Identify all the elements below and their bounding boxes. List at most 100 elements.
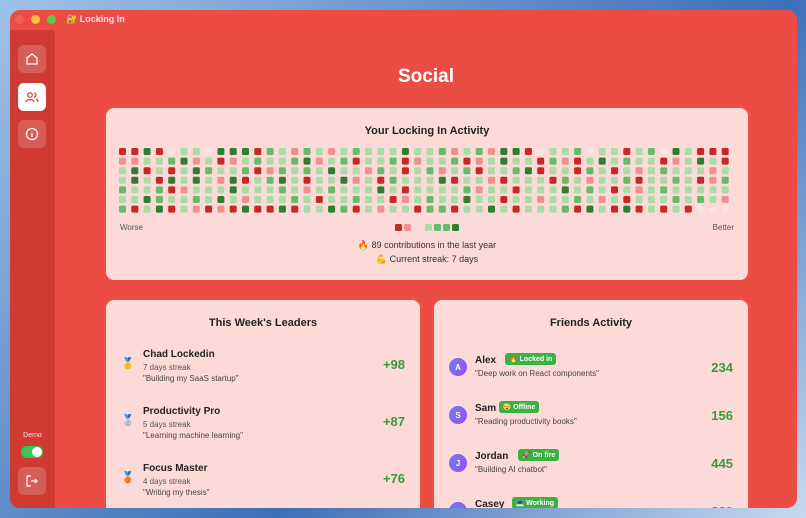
activity-cell [143, 157, 151, 165]
activity-cell [205, 176, 213, 184]
demo-toggle[interactable] [21, 446, 43, 458]
activity-cell [684, 196, 692, 203]
medal: 🥈 [121, 415, 135, 427]
activity-cell [155, 148, 163, 155]
activity-cell [598, 205, 606, 213]
activity-cell [192, 176, 200, 184]
leader-name: Productivity Pro [143, 406, 221, 417]
activity-cell [291, 148, 299, 155]
activity-cell [340, 196, 348, 203]
activity-cell [463, 148, 471, 155]
activity-cell [697, 148, 705, 155]
avatar: J [449, 454, 467, 472]
activity-cell [242, 157, 249, 165]
activity-cell [561, 205, 569, 213]
activity-cell [684, 176, 692, 184]
activity-cell [561, 176, 569, 184]
close-button[interactable] [15, 15, 24, 24]
logout-button[interactable] [18, 467, 46, 495]
activity-cell [488, 157, 495, 165]
activity-cell [524, 148, 532, 155]
activity-cell [623, 186, 631, 194]
legend-low: Worse [120, 223, 143, 232]
activity-cell [709, 176, 717, 184]
activity-cell [524, 205, 532, 213]
window-title: 🔐 Locking In [66, 14, 125, 24]
activity-cell [463, 196, 471, 203]
activity-cell [340, 176, 348, 184]
activity-cell [192, 205, 200, 213]
activity-cell [205, 148, 213, 155]
activity-cell [549, 148, 557, 155]
activity-cell [278, 148, 286, 155]
activity-cell [537, 196, 545, 203]
activity-cell [512, 157, 520, 165]
activity-cell [377, 205, 385, 213]
activity-cell [303, 186, 311, 194]
activity-cell [463, 176, 471, 184]
zoom-button[interactable] [47, 15, 56, 24]
activity-cell [672, 148, 680, 155]
activity-cell [143, 176, 151, 184]
activity-cell [414, 148, 422, 155]
activity-cell [451, 148, 459, 155]
activity-cell [598, 176, 606, 184]
activity-cell [143, 167, 151, 175]
activity-cell [635, 176, 643, 184]
friend-score: 156 [711, 408, 733, 423]
activity-cell [377, 167, 385, 175]
minimize-button[interactable] [31, 15, 40, 24]
activity-cell [131, 176, 139, 184]
friend-name: Jordan [475, 451, 509, 462]
activity-cell [475, 196, 483, 203]
activity-cell [549, 157, 557, 165]
legend-high: Better [712, 223, 734, 232]
activity-cell [475, 186, 483, 194]
activity-cell [143, 196, 151, 203]
social-button[interactable] [18, 83, 46, 111]
activity-cell [660, 186, 668, 194]
activity-cell [500, 176, 508, 184]
activity-cell [143, 205, 151, 213]
leader-streak: 5 days streak [143, 420, 191, 429]
activity-cell [352, 205, 360, 213]
activity-cell [684, 205, 692, 213]
activity-cell [438, 148, 446, 155]
home-button[interactable] [18, 45, 46, 73]
activity-cell [598, 196, 606, 203]
activity-cell [377, 157, 385, 165]
activity-cell [303, 148, 311, 155]
activity-cell [291, 205, 299, 213]
activity-cell [155, 157, 163, 165]
activity-cell [205, 205, 213, 213]
activity-cell [229, 157, 237, 165]
activity-cell [537, 167, 545, 175]
activity-cell [217, 167, 225, 175]
activity-cell [426, 157, 434, 165]
activity-cell [377, 176, 385, 184]
activity-cell [389, 167, 397, 175]
activity-cell [119, 205, 126, 213]
activity-cell [438, 205, 446, 213]
activity-cell [131, 167, 139, 175]
friend-note: "Reading productivity books" [475, 417, 577, 426]
activity-cell [254, 205, 262, 213]
activity-cell [155, 205, 163, 213]
activity-cell [488, 167, 495, 175]
activity-cell [180, 176, 188, 184]
activity-cell [217, 176, 225, 184]
activity-cell [303, 167, 311, 175]
legend-swatch [425, 224, 432, 231]
activity-cell [401, 205, 409, 213]
activity-cell [500, 205, 508, 213]
activity-title: Your Locking In Activity [364, 125, 490, 137]
leader-streak: 7 days streak [143, 363, 191, 372]
activity-cell [401, 148, 409, 155]
activity-cell [340, 167, 348, 175]
activity-cell [414, 176, 422, 184]
activity-cell [512, 176, 520, 184]
legend-swatch [452, 224, 459, 231]
activity-cell [291, 157, 299, 165]
info-button[interactable] [18, 120, 46, 148]
activity-cell [365, 176, 372, 184]
